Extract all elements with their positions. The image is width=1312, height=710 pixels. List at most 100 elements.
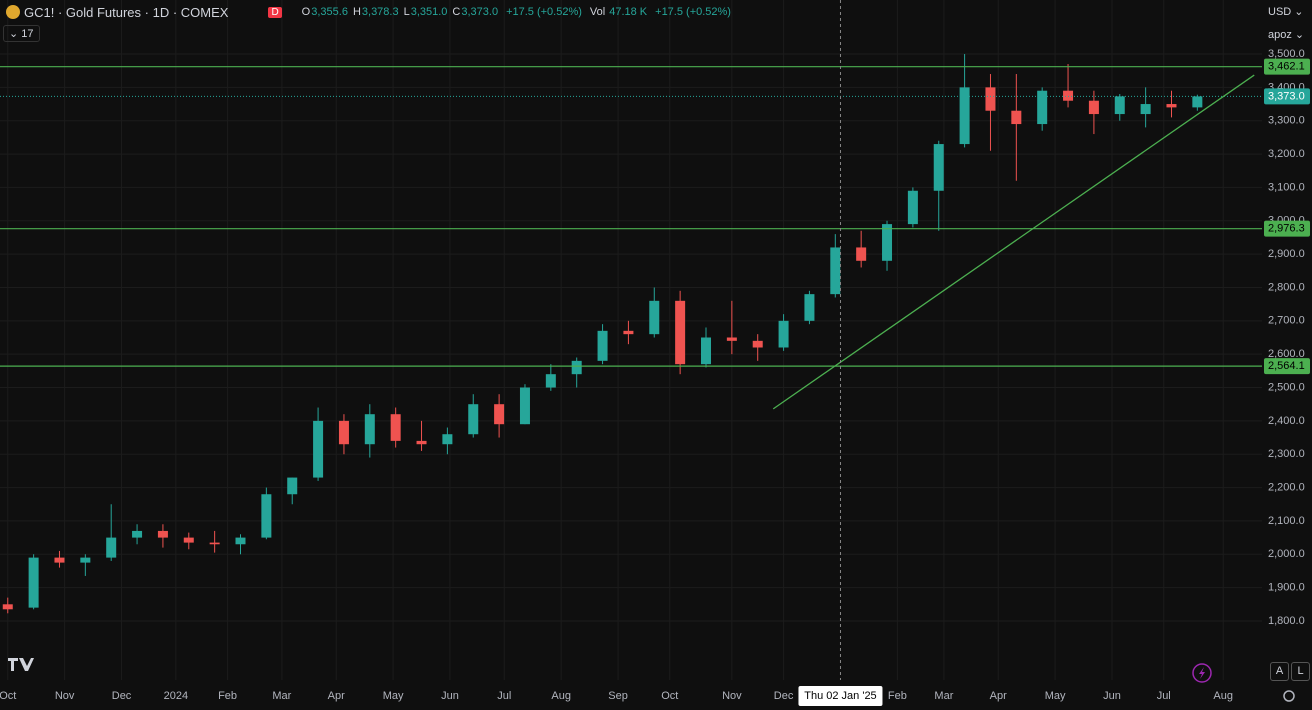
candle-body — [183, 537, 194, 543]
change: +17.5 (+0.52%) — [506, 6, 582, 18]
x-tick-label: Apr — [328, 690, 345, 702]
x-tick-label: Dec — [112, 690, 132, 702]
price-axis-bg — [1262, 0, 1312, 710]
y-tick-label: 2,400.0 — [1268, 415, 1305, 427]
x-tick-label: Nov — [55, 690, 75, 702]
candle-body — [700, 337, 711, 365]
candle-body — [54, 557, 65, 563]
quote-value: 3,378.3 — [361, 6, 399, 18]
candle-body — [235, 537, 246, 545]
candle-body — [2, 604, 13, 610]
y-tick-label: 2,500.0 — [1268, 381, 1305, 393]
candle-body — [804, 294, 815, 321]
crosshair-tag — [798, 686, 883, 706]
candle-body — [519, 387, 530, 425]
header: GC1! · Gold Futures · 1D · COMEX D O 3,35… — [6, 3, 735, 21]
x-tick-label: Jun — [1103, 690, 1121, 702]
x-tick-label: Jul — [1157, 690, 1171, 702]
quote-key: O — [301, 6, 311, 18]
candle-body — [882, 224, 893, 261]
auto-button[interactable]: A — [1270, 662, 1289, 681]
candle-body — [907, 190, 918, 225]
candle-body — [830, 247, 841, 295]
candle-body — [597, 330, 608, 361]
crosshair-label: Thu 02 Jan '25 — [804, 690, 876, 702]
candle-body — [261, 494, 272, 538]
candle-body — [80, 557, 91, 563]
candle-body — [1140, 104, 1151, 115]
candle-body — [338, 420, 349, 445]
candle-body — [726, 337, 737, 341]
currency[interactable]: USD ⌄ — [1268, 6, 1304, 18]
candle-body — [623, 330, 634, 335]
candle-body — [28, 557, 39, 608]
candle-body — [390, 414, 401, 441]
candle-body — [959, 87, 970, 145]
level-tag — [1264, 220, 1310, 237]
x-tick-label: Mar — [934, 690, 953, 702]
quote: O 3,355.6 H 3,378.3 L 3,351.0 C 3,373.0 — [302, 6, 502, 18]
y-tick-label: 3,300.0 — [1268, 115, 1305, 127]
x-tick-label: Jun — [441, 690, 459, 702]
log-button[interactable]: L — [1291, 662, 1310, 681]
quote-value: 3,355.6 — [311, 6, 348, 18]
last-price-tag — [1264, 88, 1310, 105]
quote-key: L — [403, 6, 410, 18]
settings-icon[interactable] — [1283, 690, 1295, 702]
candle-body — [1088, 100, 1099, 115]
y-tick-label: 2,000.0 — [1268, 548, 1305, 560]
level-label: 2,976.3 — [1268, 223, 1305, 235]
candle-body — [752, 340, 763, 348]
x-tick-label: Jul — [497, 690, 511, 702]
candle-body — [416, 440, 427, 445]
candle-body — [545, 374, 556, 388]
scale-mode[interactable]: apoz ⌄ — [1268, 29, 1305, 41]
y-tick-label: 2,700.0 — [1268, 315, 1305, 327]
x-tick-label: Sep — [608, 690, 628, 702]
candle-body — [132, 530, 143, 538]
candle-body — [209, 542, 220, 545]
vol: 47.18 K — [609, 6, 648, 18]
lightning-icon[interactable] — [1192, 663, 1212, 683]
level-tag — [1264, 58, 1310, 75]
candle-body — [856, 247, 867, 261]
candle-body — [106, 537, 117, 558]
marks — [0, 0, 1262, 680]
candle-body — [1192, 96, 1203, 108]
x-tick-label: Mar — [272, 690, 291, 702]
x-tick-label: Dec — [774, 690, 794, 702]
candle-body — [364, 414, 375, 445]
x-tick-label: Oct — [661, 690, 678, 702]
candle-body — [1011, 110, 1022, 125]
y-tick-label: 2,600.0 — [1268, 348, 1305, 360]
x-tick-label: Aug — [1213, 690, 1233, 702]
candle-body — [442, 434, 453, 445]
candle-body — [494, 404, 505, 425]
candle-body — [157, 530, 168, 538]
quote-value: 3,351.0 — [410, 6, 448, 18]
y-tick-label: 1,900.0 — [1268, 582, 1305, 594]
x-tick-label: Nov — [722, 690, 742, 702]
market-badge: D — [268, 6, 282, 18]
grid — [0, 0, 1262, 680]
candle-body — [675, 300, 686, 365]
symbol-title[interactable]: GC1! · Gold Futures · 1D · COMEX — [24, 4, 229, 20]
y-tick-label: 3,500.0 — [1268, 48, 1305, 60]
y-tick-label: 2,200.0 — [1268, 481, 1305, 493]
quote-key: C — [452, 6, 461, 18]
vol-change: +17.5 (+0.52%) — [655, 6, 731, 18]
x-tick-label: Aug — [551, 690, 571, 702]
candle-body — [933, 144, 944, 191]
level-label: 2,564.1 — [1268, 360, 1305, 372]
interval-toggle[interactable]: ⌄ 17 — [3, 25, 40, 42]
y-tick-label: 1,800.0 — [1268, 615, 1305, 627]
interval-count: 17 — [21, 28, 34, 40]
x-tick-label: Oct — [0, 690, 16, 702]
candle-body — [287, 477, 298, 495]
quote-key: H — [352, 6, 361, 18]
candle-body — [1166, 104, 1177, 108]
scale-mode-text: apoz — [1268, 29, 1292, 41]
x-tick-label: Feb — [888, 690, 907, 702]
